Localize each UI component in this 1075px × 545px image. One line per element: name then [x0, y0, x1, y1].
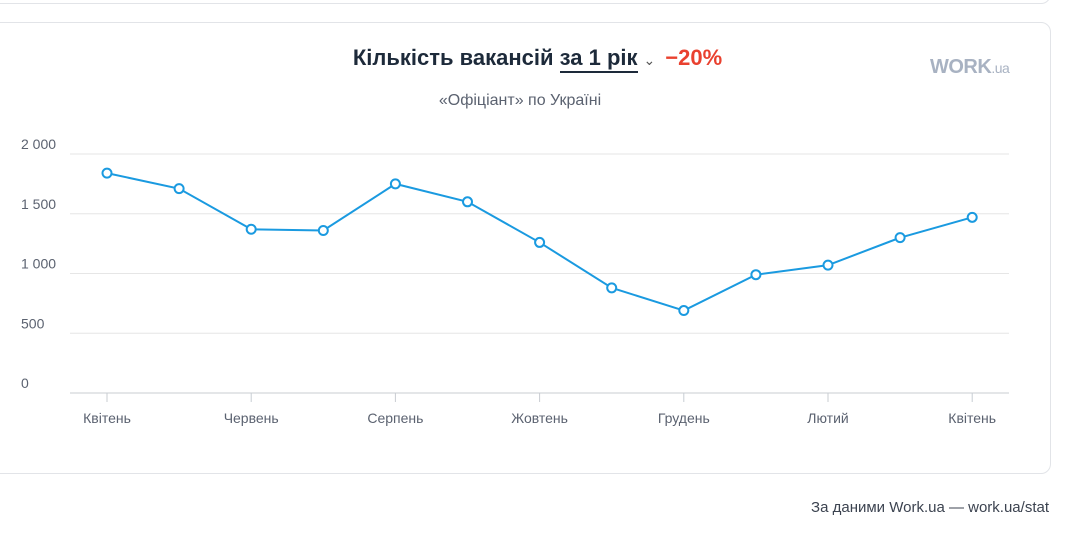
x-tick-label: Жовтень: [511, 410, 568, 426]
data-point: [173, 183, 185, 195]
change-percent: −20%: [665, 45, 723, 70]
work-ua-logo: WORK.ua: [930, 56, 1010, 78]
chart-title: Кількість вакансій за 1 рік ⌄ −20%: [0, 45, 1075, 73]
data-point: [534, 236, 546, 248]
chart-card: [0, 22, 1051, 474]
x-tick-label: Червень: [224, 410, 279, 426]
y-tick-label: 2 000: [21, 136, 56, 152]
data-point: [317, 224, 329, 236]
data-point: [966, 211, 978, 223]
data-point: [678, 305, 690, 317]
chart-subtitle: «Офіціант» по Україні: [438, 92, 602, 109]
data-point: [245, 223, 257, 235]
data-point: [894, 232, 906, 244]
y-tick-label: 1 000: [21, 256, 56, 272]
x-tick-label: Серпень: [367, 410, 423, 426]
x-tick-label: Квітень: [948, 410, 996, 426]
x-tick-label: Лютий: [807, 410, 848, 426]
y-tick-label: 1 500: [21, 196, 56, 212]
y-tick-label: 500: [21, 315, 45, 331]
data-point: [822, 259, 834, 271]
title-text: Кількість вакансій: [352, 45, 554, 70]
y-tick-label: 0: [21, 375, 29, 391]
source-footer: За даними Work.ua — work.ua/stat: [811, 499, 1049, 516]
chevron-down-icon[interactable]: ⌄: [643, 52, 656, 68]
period-dropdown[interactable]: за 1 рік: [559, 45, 638, 73]
data-point: [606, 282, 618, 294]
data-point: [101, 167, 113, 179]
data-point: [462, 196, 473, 208]
data-point: [750, 269, 762, 281]
x-tick-label: Грудень: [658, 410, 710, 426]
x-tick-label: Квітень: [83, 410, 131, 426]
data-point: [389, 178, 401, 190]
